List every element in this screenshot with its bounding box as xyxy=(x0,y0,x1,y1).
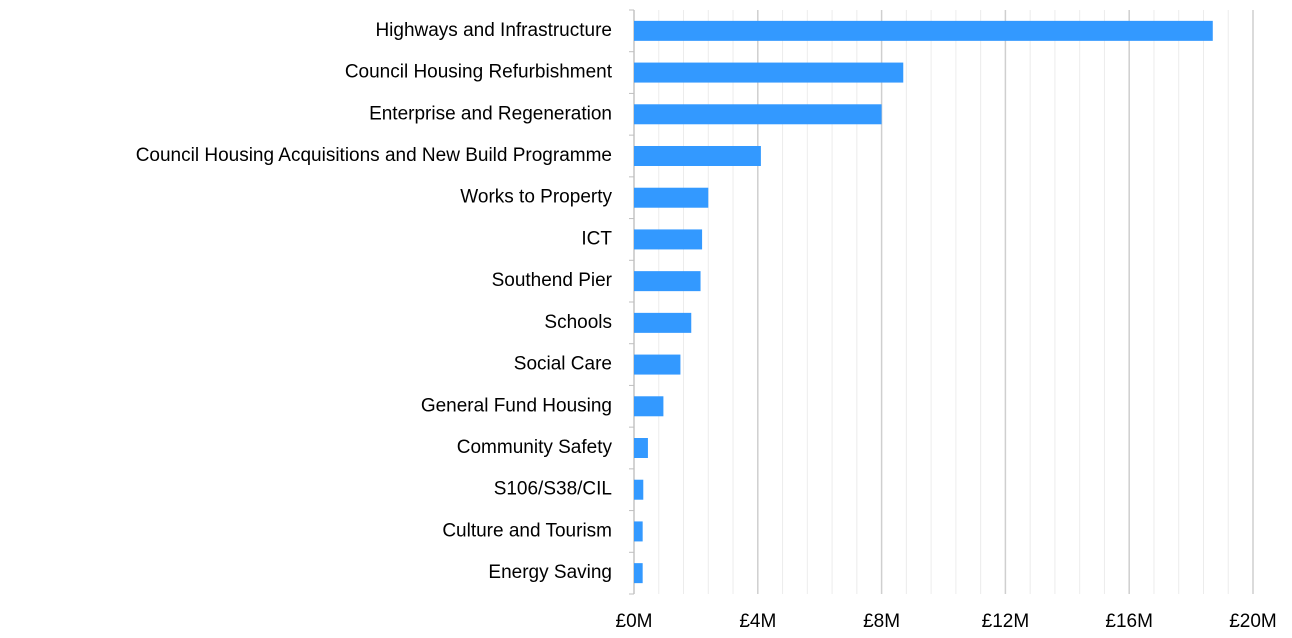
bar xyxy=(634,146,761,166)
y-tick-label: Culture and Tourism xyxy=(442,520,612,541)
bar xyxy=(634,229,703,250)
y-tick-label: Southend Pier xyxy=(492,270,613,291)
x-tick-label: £0M xyxy=(616,611,653,632)
y-tick-label: Energy Saving xyxy=(488,562,612,583)
bar xyxy=(634,187,709,208)
y-tick-label: Council Housing Acquisitions and New Bui… xyxy=(136,145,612,166)
y-tick-label: S106/S38/CIL xyxy=(494,479,612,500)
bar xyxy=(634,563,643,584)
bar xyxy=(634,312,692,333)
bar xyxy=(634,354,681,375)
bar xyxy=(634,62,904,83)
y-tick-label: Enterprise and Regeneration xyxy=(369,103,612,124)
x-tick-label: £8M xyxy=(863,611,900,632)
x-tick-label: £16M xyxy=(1105,611,1153,632)
grid xyxy=(633,10,1254,594)
y-tick-label: Social Care xyxy=(514,354,612,375)
y-tick-label: Schools xyxy=(544,312,612,333)
y-tick-label: Highways and Infrastructure xyxy=(375,20,612,41)
bar xyxy=(634,20,1213,41)
bar xyxy=(634,271,701,292)
bar xyxy=(634,479,644,500)
y-tick-label: General Fund Housing xyxy=(421,395,612,416)
y-tick-label: Works to Property xyxy=(460,187,612,208)
bar xyxy=(634,104,882,125)
y-tick-label: Community Safety xyxy=(457,437,613,458)
y-tick-label: ICT xyxy=(581,228,612,249)
x-tick-label: £20M xyxy=(1229,611,1277,632)
bar xyxy=(634,521,643,542)
bar xyxy=(634,396,664,417)
x-tick-label: £12M xyxy=(982,611,1030,632)
x-tick-label: £4M xyxy=(739,611,776,632)
y-tick-label: Council Housing Refurbishment xyxy=(345,62,613,83)
bar xyxy=(634,438,648,458)
